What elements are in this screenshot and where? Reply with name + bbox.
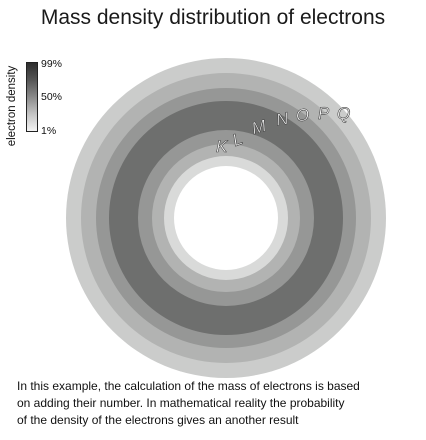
shell-label-k: K [216,137,228,156]
caption: In this example, the calculation of the … [17,378,417,429]
shell-label-n: N [274,109,290,130]
shell-label-p: P [318,104,331,123]
legend-tick-50: 50% [41,91,63,103]
nucleus-core [174,166,278,270]
shell-label-o: O [295,105,310,125]
legend-tick-1: 1% [41,125,57,137]
legend-color-bar [26,62,38,132]
caption-line-2: on adding their number. In mathematical … [17,396,345,410]
shell-label-q: Q [336,104,351,124]
legend-tick-99: 99% [41,58,63,70]
caption-line-1: In this example, the calculation of the … [17,379,360,393]
shell-label-m: M [250,116,269,138]
diagram-title: Mass density distribution of electrons [40,6,386,29]
caption-line-3: of the density of the electrons gives an… [17,413,299,427]
